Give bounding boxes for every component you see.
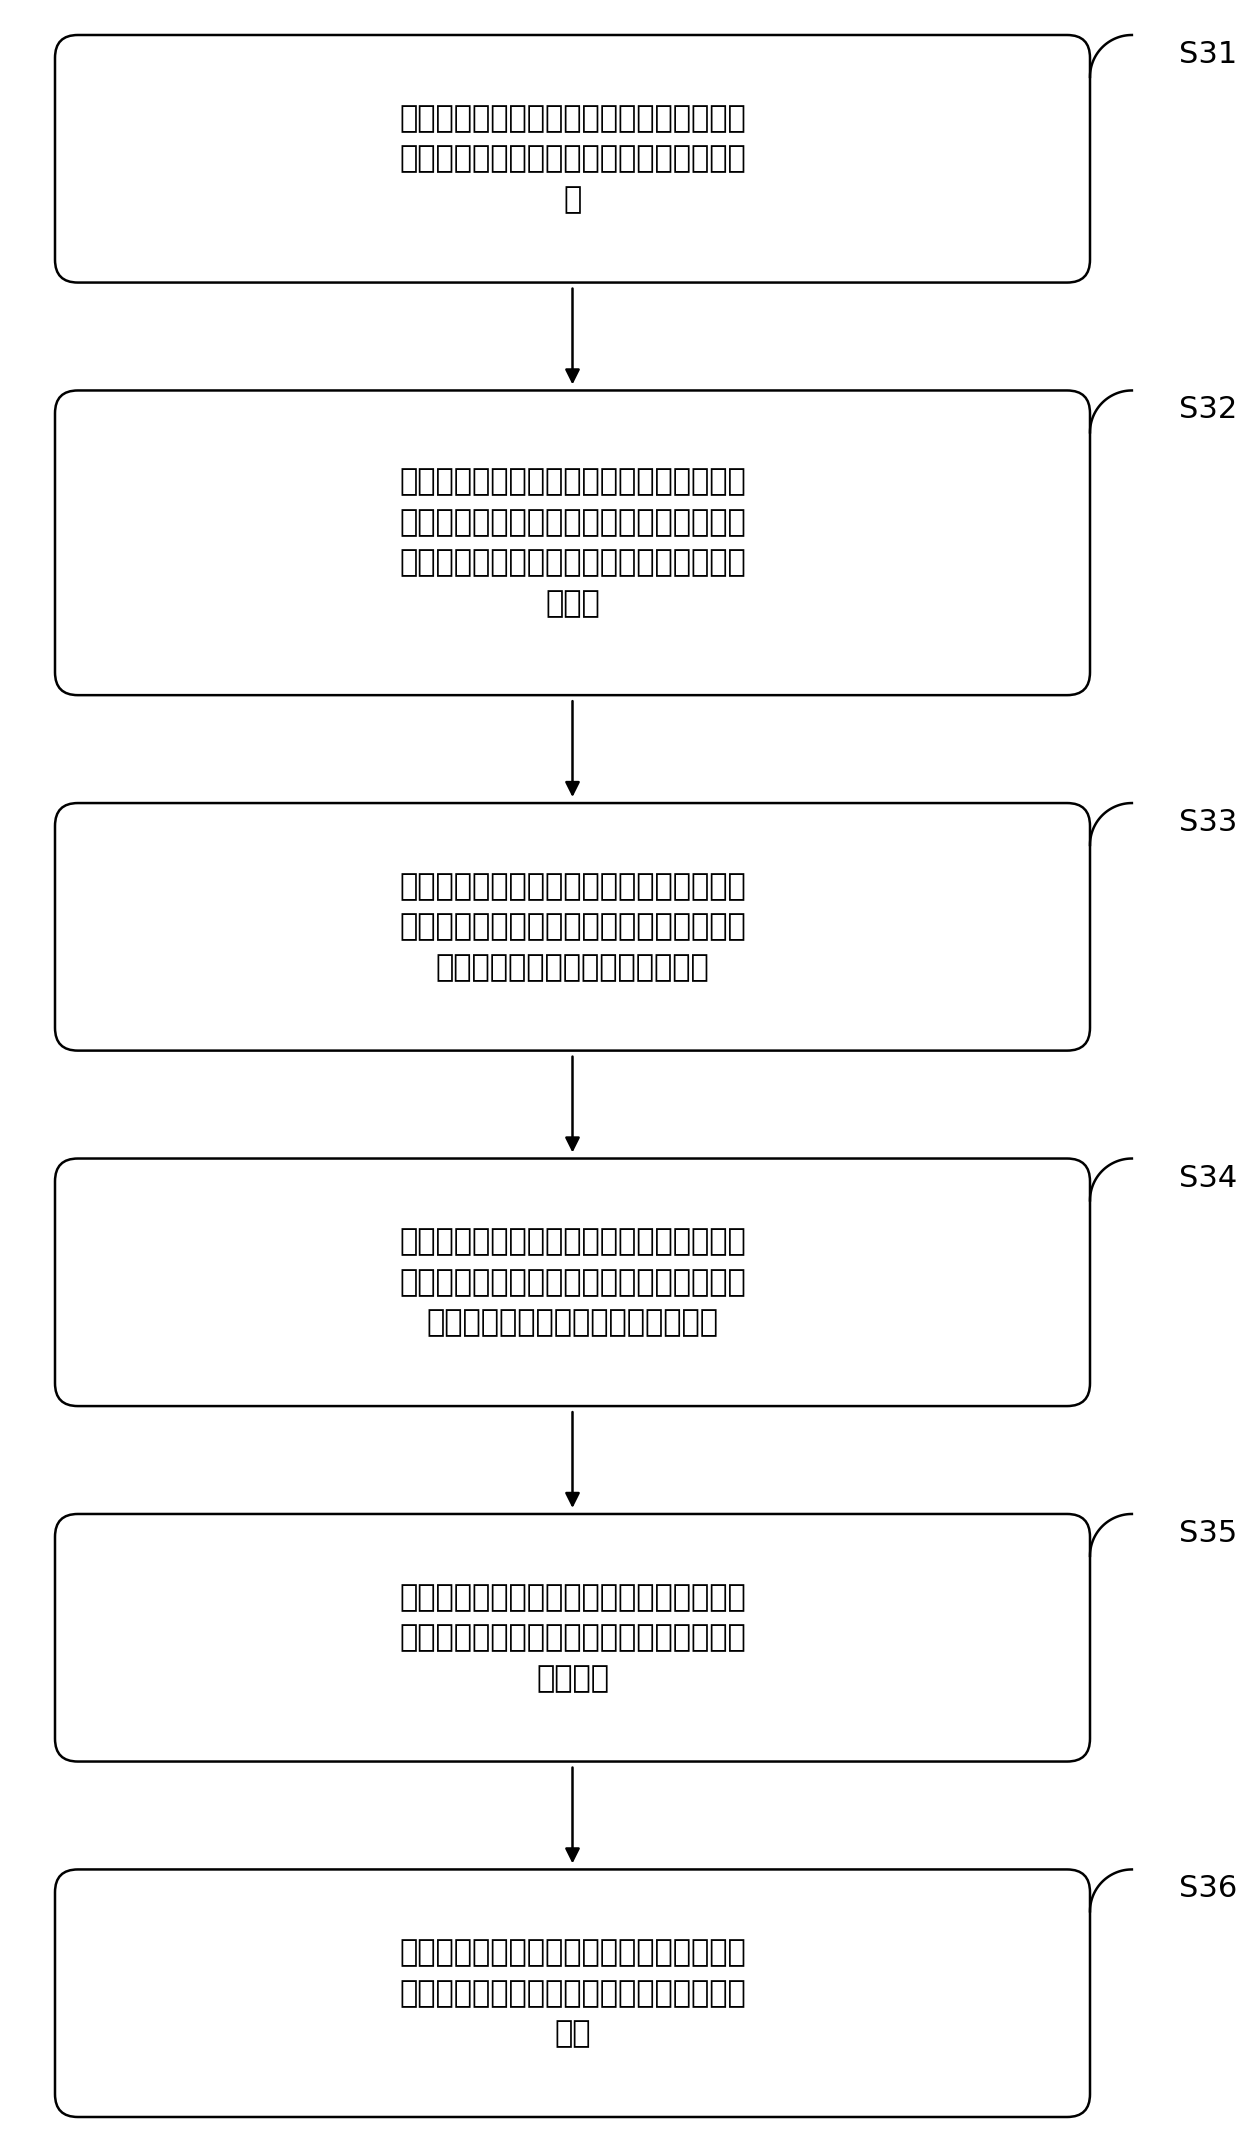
Text: S31: S31 [1179,41,1238,69]
FancyBboxPatch shape [55,390,1090,695]
Text: S35: S35 [1179,1519,1238,1547]
Text: 从预先建立的家具模型库中获取用户选择的
至少一个家具模型，并将至少一个家具模型
设置于房间改造模型中用户指定位置: 从预先建立的家具模型库中获取用户选择的 至少一个家具模型，并将至少一个家具模型 … [399,1227,746,1336]
FancyBboxPatch shape [55,1158,1090,1405]
FancyBboxPatch shape [55,803,1090,1050]
Text: S34: S34 [1179,1164,1238,1192]
FancyBboxPatch shape [55,34,1090,282]
Text: 对房间装修模型进行渲染处理，导出为渲染
设计图，并将渲染设计图存储至预设房间模
型库: 对房间装修模型进行渲染处理，导出为渲染 设计图，并将渲染设计图存储至预设房间模 … [399,1939,746,2049]
FancyBboxPatch shape [55,1870,1090,2118]
FancyBboxPatch shape [55,1515,1090,1762]
Text: 根据房间改造模型中用户指定位置的空间结
构，调整家具模型的大小或结构以生成房间
装修模型: 根据房间改造模型中用户指定位置的空间结 构，调整家具模型的大小或结构以生成房间 … [399,1582,746,1694]
Text: 读取户型数据，根据户型数据绘制多个墙体
模型，并组合多个墙体模型生成初始房间模
型: 读取户型数据，根据户型数据绘制多个墙体 模型，并组合多个墙体模型生成初始房间模 … [399,103,746,213]
Text: S36: S36 [1179,1874,1238,1905]
Text: S33: S33 [1179,807,1238,837]
Text: S32: S32 [1179,396,1238,424]
Text: 响应于用户的修改操作，对初始房间模型中
的墙体模型以及建筑元素模型进行建筑规范
内相应的修改，生成房间改造模型: 响应于用户的修改操作，对初始房间模型中 的墙体模型以及建筑元素模型进行建筑规范 … [399,872,746,981]
Text: 从预先建立的建筑元素模型库中获取用户选
择的至少一个建筑元素模型，并将至少一个
建筑元素模型设置于初始房间模型中用户指
定位置: 从预先建立的建筑元素模型库中获取用户选 择的至少一个建筑元素模型，并将至少一个 … [399,467,746,618]
